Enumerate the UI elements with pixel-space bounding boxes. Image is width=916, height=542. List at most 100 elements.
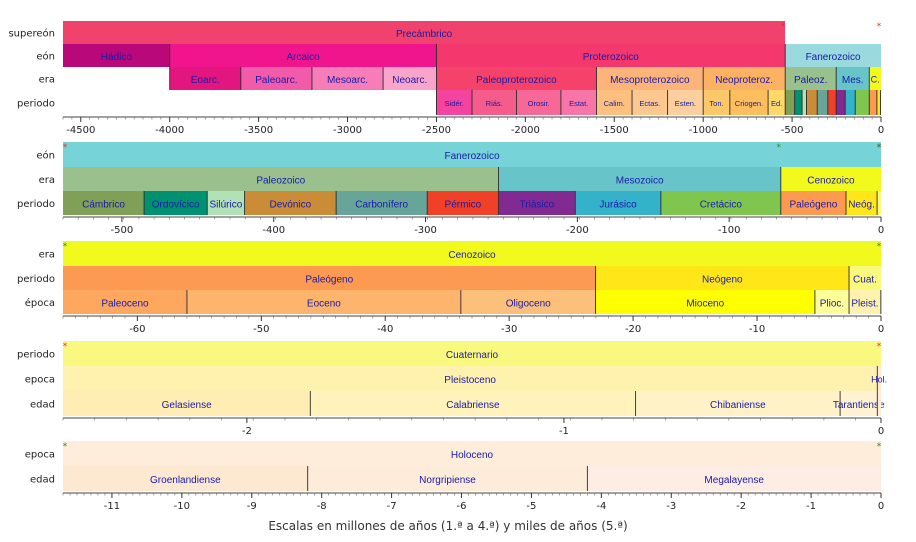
band-label: Arcaico bbox=[286, 52, 320, 63]
tick-label: -7 bbox=[387, 501, 397, 512]
x-axis: -500 -400 -300 -200 -100 0 bbox=[62, 216, 884, 236]
band-label: Paleoarc. bbox=[255, 75, 297, 86]
band bbox=[785, 44, 881, 67]
band bbox=[436, 90, 472, 115]
x-axis: -4500 -4000 -3500 -3000 -2500 -2000 -1500 -1000… bbox=[62, 116, 884, 136]
row-label: era bbox=[39, 75, 55, 86]
boundary-marker: * bbox=[877, 143, 882, 153]
tick-label: -8 bbox=[317, 501, 327, 512]
timeline-row: eón Fanerozoico bbox=[36, 142, 881, 167]
row-label: edad bbox=[30, 400, 55, 411]
tick-label: 0 bbox=[878, 426, 884, 437]
timeline-row: periodo Sidér. Riás. Orosir. Estat. Calim. Ect… bbox=[17, 90, 882, 115]
band-label: Carbonífero bbox=[355, 200, 408, 211]
boundary-marker: * bbox=[63, 442, 68, 452]
row-label: era bbox=[39, 175, 55, 186]
band-label: Paleoceno bbox=[101, 299, 149, 310]
band-label: Hol. bbox=[871, 375, 887, 385]
tick-label: -5 bbox=[526, 501, 536, 512]
band-label: Mesoproterozoico bbox=[610, 75, 690, 86]
band-label: Neóg. bbox=[848, 200, 875, 211]
row-label: eón bbox=[36, 150, 55, 162]
band-label: Cenozoico bbox=[448, 250, 496, 261]
band bbox=[596, 67, 704, 90]
band-label: Mioceno bbox=[686, 299, 724, 310]
band bbox=[63, 366, 878, 391]
band-label: Criogen. bbox=[735, 99, 763, 108]
band bbox=[869, 90, 877, 115]
band bbox=[827, 90, 837, 115]
band-label: Holoceno bbox=[451, 450, 494, 461]
band-label: Precámbrico bbox=[396, 29, 453, 40]
band-label: Cámbrico bbox=[82, 200, 125, 211]
band-label: Ed. bbox=[771, 99, 782, 108]
tick-label: -400 bbox=[262, 225, 285, 236]
band bbox=[63, 241, 881, 266]
band bbox=[169, 67, 241, 90]
band-label: Devónico bbox=[269, 200, 311, 211]
band bbox=[806, 90, 818, 115]
band bbox=[63, 44, 170, 67]
band-label: Orosir. bbox=[528, 99, 550, 108]
tick-label: -9 bbox=[247, 501, 257, 512]
tick-label: 0 bbox=[878, 501, 884, 512]
tick-label: -2 bbox=[242, 426, 252, 437]
band bbox=[595, 266, 850, 290]
tick-label: 0 bbox=[878, 324, 884, 335]
boundary-marker: * bbox=[877, 442, 882, 452]
tick-label: -4 bbox=[596, 501, 606, 512]
band bbox=[849, 266, 881, 290]
band-label: Fanerozoico bbox=[444, 151, 499, 162]
band bbox=[814, 290, 850, 314]
band-label: Proterozoico bbox=[583, 52, 640, 63]
band bbox=[780, 191, 847, 215]
band-label: Megalayense bbox=[704, 475, 764, 486]
band bbox=[63, 167, 499, 191]
band-label: Esten. bbox=[675, 99, 696, 108]
band bbox=[780, 167, 881, 191]
band bbox=[460, 290, 596, 314]
band bbox=[703, 90, 730, 115]
band bbox=[436, 44, 786, 67]
tick-label: 0 bbox=[878, 125, 884, 136]
band bbox=[877, 191, 881, 215]
timeline-row: epoca Pleistoceno Hol. bbox=[25, 366, 887, 391]
tick-label: -200 bbox=[566, 225, 589, 236]
x-axis: -60 -50 -40 -30 -20 -10 0 bbox=[62, 315, 884, 335]
row-label: era bbox=[39, 250, 55, 261]
band bbox=[310, 391, 636, 416]
band bbox=[63, 90, 437, 115]
tick-label: -1 bbox=[806, 501, 816, 512]
tick-label: -20 bbox=[625, 324, 641, 335]
band bbox=[877, 366, 881, 391]
band-label: Gelasiense bbox=[162, 400, 212, 411]
boundary-marker: * bbox=[877, 342, 882, 352]
row-label: supereón bbox=[8, 28, 55, 40]
band bbox=[846, 191, 878, 215]
band bbox=[785, 67, 837, 90]
band-label: Hádico bbox=[101, 52, 133, 63]
timeline-panel: supereón Precámbrico eón Hádico Arcaico Prote… bbox=[8, 21, 884, 136]
band-label: Paleoproterozoico bbox=[476, 75, 557, 86]
tick-label: -1500 bbox=[600, 125, 629, 136]
boundary-marker: * bbox=[63, 342, 68, 352]
band-label: Plioc. bbox=[820, 299, 844, 310]
tick-label: -10 bbox=[749, 324, 765, 335]
tick-label: -3500 bbox=[244, 125, 273, 136]
band-label: Cuaternario bbox=[446, 350, 499, 361]
x-axis: -11 -10 -9 -8 -7 -6 -5 -4 -3 -2 -1 0 bbox=[62, 492, 884, 512]
band bbox=[596, 90, 633, 115]
timeline-panel: epoca Holoceno edad Groenlandiense Norgripie… bbox=[25, 441, 884, 512]
band-label: Oligoceno bbox=[506, 299, 551, 310]
band-label: Norgripiense bbox=[419, 475, 476, 486]
band bbox=[876, 90, 881, 115]
band-label: Ordovícico bbox=[152, 200, 200, 211]
tick-label: -50 bbox=[253, 324, 269, 335]
tick-label: -500 bbox=[111, 225, 134, 236]
band bbox=[436, 67, 597, 90]
band-label: Neógeno bbox=[702, 275, 743, 286]
tick-label: -3000 bbox=[333, 125, 362, 136]
timeline-panel: era Cenozoico periodo Paleógeno Neógeno Cuat.… bbox=[17, 241, 884, 335]
band bbox=[575, 191, 661, 215]
band-label: Tarantiense bbox=[833, 400, 885, 411]
